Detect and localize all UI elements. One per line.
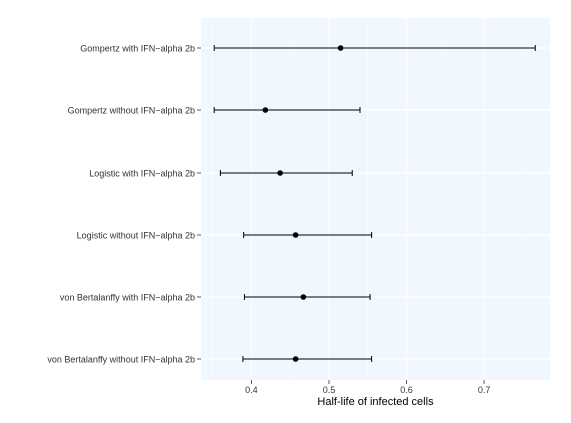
estimate-point: [292, 232, 299, 238]
estimate-point: [292, 356, 299, 362]
y-tick-label: Gompertz without IFN−alpha 2b: [68, 106, 195, 116]
x-tick-label: 0.4: [245, 385, 258, 395]
estimate-point: [300, 294, 307, 300]
x-tick-label: 0.6: [400, 385, 413, 395]
estimate-point: [277, 170, 283, 176]
x-axis-title: Half-life of infected cells: [317, 396, 434, 408]
y-tick-label: Logistic with IFN−alpha 2b: [89, 169, 195, 179]
estimate-point: [262, 107, 269, 113]
y-tick-label: von Bertalanffy without IFN−alpha 2b: [47, 355, 195, 365]
x-axis: 0.4 0.5 0.6 0.7: [245, 380, 490, 395]
marks-layer: [213, 45, 536, 362]
y-tick-label: Logistic without IFN−alpha 2b: [77, 231, 195, 241]
y-axis: Gompertz with IFN−alpha 2b Gompertz witho…: [47, 44, 201, 365]
y-tick-label: von Bertalanffy with IFN−alpha 2b: [60, 293, 195, 303]
x-tick-label: 0.5: [323, 385, 336, 395]
x-tick-label: 0.7: [478, 385, 491, 395]
plot-panel: [201, 18, 550, 380]
y-tick-label: Gompertz with IFN−alpha 2b: [80, 44, 195, 54]
estimate-point: [337, 45, 344, 51]
